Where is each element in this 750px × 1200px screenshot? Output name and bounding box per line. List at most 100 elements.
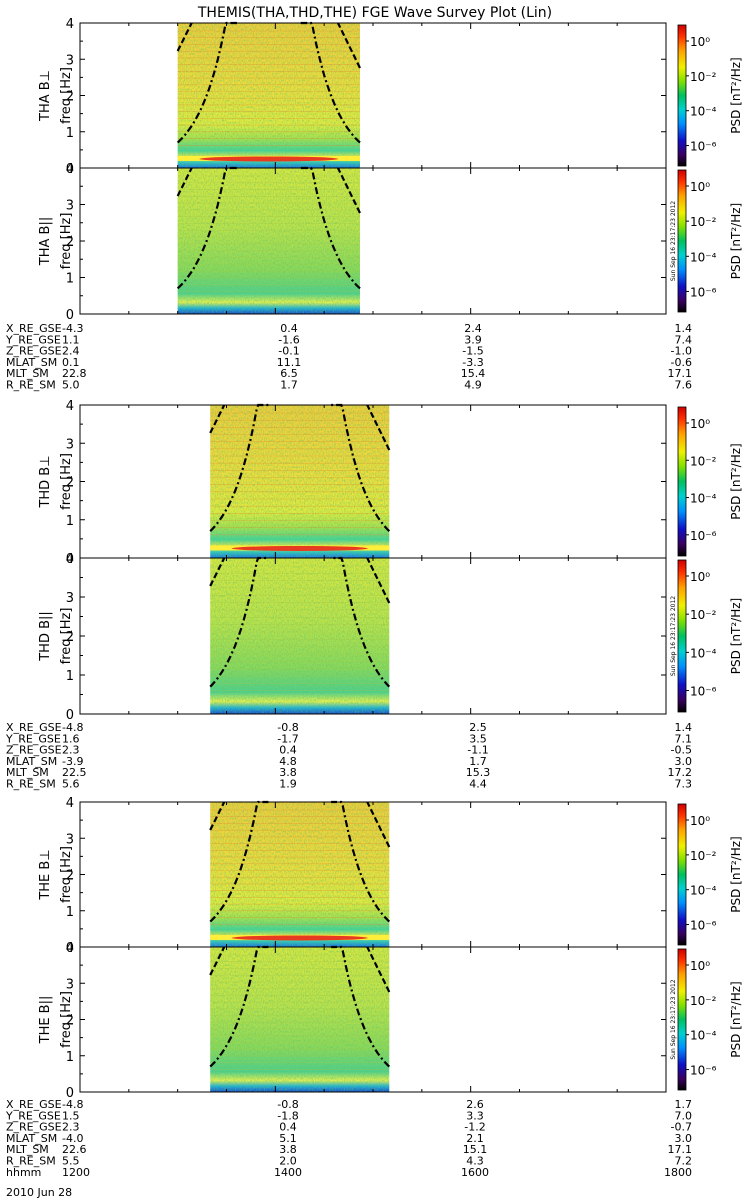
ephemeris-value: 4.8 xyxy=(279,755,297,768)
spectrogram-noise xyxy=(177,168,360,314)
ephemeris-value: 7.1 xyxy=(675,732,693,745)
ephemeris-value: 1.1 xyxy=(62,333,80,346)
ephemeris-value: -1.0 xyxy=(671,345,692,358)
ephemeris-label: MLAT_SM xyxy=(6,1132,57,1145)
ephemeris-value: 3.5 xyxy=(469,732,487,745)
ephemeris-tables: X_RE_GSE -4.3 0.4 2.4 1.4Y_RE_GSE 1.1 -1.6 3.9 7… xyxy=(5,322,692,1179)
ephemeris-value: -0.8 xyxy=(277,1098,298,1111)
ephemeris-value: 7.3 xyxy=(675,778,693,791)
y-tick-label: 3 xyxy=(66,832,74,847)
spectrogram-noise xyxy=(210,802,390,947)
y-tick-label: 1 xyxy=(66,905,74,920)
y-tick-label: 1 xyxy=(66,126,74,141)
ephemeris-value: 7.4 xyxy=(675,333,693,346)
panel-name-label: THA B⊥ xyxy=(38,70,53,122)
y-tick-label: 4 xyxy=(66,17,74,32)
colorbar-tick-label: 10⁻⁶ xyxy=(690,285,717,299)
y-tick-label: 4 xyxy=(66,399,74,414)
ephemeris-value: -1.8 xyxy=(277,1109,298,1122)
y-tick-label: 2 xyxy=(66,235,74,250)
y-tick-label: 4 xyxy=(66,162,74,177)
ephemeris-value: 1400 xyxy=(274,1166,302,1179)
panel-frame xyxy=(79,167,667,315)
ephemeris-label: X_RE_GSE xyxy=(6,721,62,734)
y-tick-label: 4 xyxy=(66,552,74,567)
low-freq-peak xyxy=(199,156,339,162)
ephemeris-value: 2.3 xyxy=(62,744,80,757)
ephemeris-label: Y_RE_GSE xyxy=(5,333,61,346)
ephemeris-value: 6.5 xyxy=(280,367,298,380)
ephemeris-value: 15.1 xyxy=(463,1143,488,1156)
ephemeris-value: 5.1 xyxy=(279,1132,297,1145)
ephemeris-value: 1.9 xyxy=(279,778,297,791)
ephemeris-value: 22.8 xyxy=(62,367,87,380)
ephemeris-value: 4.4 xyxy=(469,778,487,791)
ephemeris-value: 5.0 xyxy=(62,379,80,392)
colorbar-tick-label: 10⁻⁴ xyxy=(690,1029,717,1043)
colorbar-tick-label: 10⁻⁶ xyxy=(690,919,717,933)
colorbar-title: PSD [nT²/Hz] xyxy=(729,57,743,133)
ephemeris-value: -4.3 xyxy=(62,322,83,335)
ephemeris-value: 2.4 xyxy=(62,345,80,358)
ephemeris-value: 0.4 xyxy=(280,322,298,335)
ephemeris-block-2: X_RE_GSE -4.8 -0.8 2.6 1.7 Y_RE_GSE 1.5 -1.8 3.3… xyxy=(5,1098,692,1179)
colorbar-tick-label: 10⁰ xyxy=(690,35,710,49)
edge-curve xyxy=(209,557,226,587)
ephemeris-label: R_RE_SM xyxy=(6,379,56,392)
ephemeris-value: 3.8 xyxy=(279,766,297,779)
ephemeris-value: 7.0 xyxy=(675,1109,693,1122)
ephemeris-block-0: X_RE_GSE -4.3 0.4 2.4 1.4 Y_RE_GSE 1.1 -1.6 3.9 7… xyxy=(5,322,692,392)
low-freq-peak xyxy=(231,935,368,941)
ephemeris-value: 2.3 xyxy=(62,1121,80,1134)
y-tick-label: 1 xyxy=(66,669,74,684)
y-tick-label: 2 xyxy=(66,630,74,645)
ephemeris-label: X_RE_GSE xyxy=(6,1098,62,1111)
ephemeris-value: 5.5 xyxy=(62,1155,80,1168)
ephemeris-value: -1.1 xyxy=(467,744,488,757)
ephemeris-label: MLT_SM xyxy=(6,367,49,380)
ephemeris-value: 15.4 xyxy=(461,367,486,380)
panel-axis-label: freq [Hz] xyxy=(59,453,74,510)
y-tick-label: 0 xyxy=(66,308,74,323)
ephemeris-value: -0.1 xyxy=(278,345,299,358)
edge-curve xyxy=(209,404,226,434)
y-tick-label: 0 xyxy=(66,708,74,723)
spectrogram-panels: 0 1 2 3 4 THA B⊥ freq [Hz] 10⁰ 10⁻² 10⁻⁴ 10⁻⁶ PSD [… xyxy=(38,17,743,1101)
ephemeris-value: 2.1 xyxy=(466,1132,484,1145)
ephemeris-value: 2.4 xyxy=(464,322,482,335)
y-tick-label: 2 xyxy=(66,476,74,491)
ephemeris-value: 2.6 xyxy=(466,1098,484,1111)
panel-4: 0 1 2 3 4 THE B⊥ freq [Hz] 10⁰ 10⁻² 10⁻⁴ 10⁻⁶ PSD [… xyxy=(38,796,743,956)
y-tick-label: 1 xyxy=(66,514,74,529)
colorbar-title: PSD [nT²/Hz] xyxy=(729,443,743,519)
y-tick-label: 0 xyxy=(66,941,74,956)
ephemeris-label: Z_RE_GSE xyxy=(6,1121,62,1134)
colorbar-tick-label: 10⁻⁶ xyxy=(690,685,717,699)
ephemeris-value: -3.9 xyxy=(62,755,83,768)
colorbar-tick-label: 10⁻⁴ xyxy=(690,250,717,264)
colorbar-tick-label: 10⁻² xyxy=(690,994,717,1008)
y-tick-label: 4 xyxy=(66,941,74,956)
ephemeris-value: 0.1 xyxy=(62,356,80,369)
ephemeris-label: R_RE_SM xyxy=(6,778,56,791)
figure-title: THEMIS(THA,THD,THE) FGE Wave Survey Plot… xyxy=(197,5,552,21)
colorbar-tick-label: 10⁻⁶ xyxy=(690,529,717,543)
ephemeris-value: 1.6 xyxy=(62,732,80,745)
ephemeris-value: 1.4 xyxy=(675,721,693,734)
panel-5: 0 1 2 3 4 THE B|| freq [Hz] 10⁰ 10⁻² 10⁻⁴ 10⁻⁶ PSD … xyxy=(38,941,743,1101)
y-tick-label: 3 xyxy=(66,591,74,606)
ephemeris-value: 1.4 xyxy=(675,322,693,335)
edge-curve xyxy=(209,946,226,976)
ephemeris-value: 22.6 xyxy=(62,1143,87,1156)
colorbar xyxy=(677,406,687,557)
colorbar-title: PSD [nT²/Hz] xyxy=(729,203,743,279)
edge-curve xyxy=(209,801,226,831)
colorbar-tick-label: 10⁻² xyxy=(690,608,717,622)
panel-name-label: THE B|| xyxy=(38,996,53,1045)
colorbar-tick-label: 10⁻² xyxy=(690,215,717,229)
ephemeris-label: MLAT_SM xyxy=(6,755,57,768)
colorbar-tick-label: 10⁻² xyxy=(690,70,717,84)
panel-name-label: THD B⊥ xyxy=(38,455,53,508)
ephemeris-label: MLT_SM xyxy=(6,766,49,779)
panel-name-label: THD B|| xyxy=(38,611,53,662)
